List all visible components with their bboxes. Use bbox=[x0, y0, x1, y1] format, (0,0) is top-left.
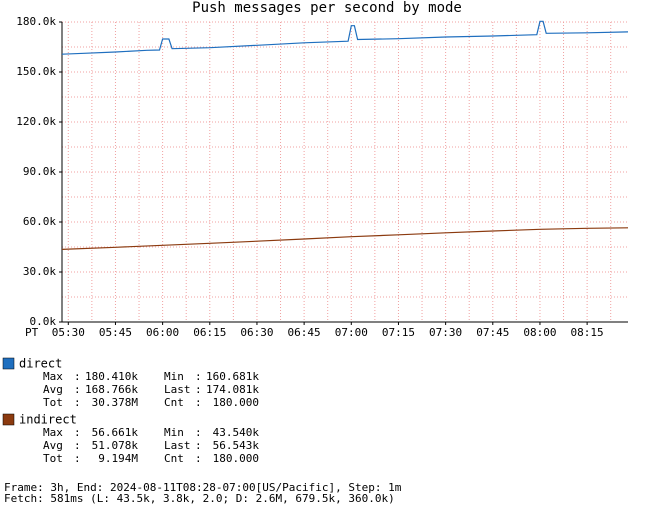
stat-label: Cnt bbox=[164, 452, 184, 465]
legend-swatch bbox=[2, 357, 15, 370]
stat-separator: : bbox=[74, 370, 81, 383]
stat-value: 168.766k bbox=[85, 383, 138, 396]
y-tick-label: 90.0k bbox=[23, 165, 56, 178]
stat-label: Max bbox=[43, 426, 63, 439]
legend-swatch bbox=[2, 413, 15, 426]
stat-value: 56.661k bbox=[92, 426, 139, 439]
stat-label: Last bbox=[164, 439, 191, 452]
x-tick-label: 08:15 bbox=[571, 326, 604, 339]
stat-value: 160.681k bbox=[206, 370, 259, 383]
x-tick-label: 06:00 bbox=[146, 326, 179, 339]
x-tick-label: 07:30 bbox=[429, 326, 462, 339]
series-line bbox=[61, 20, 629, 55]
stat-value: 9.194M bbox=[98, 452, 138, 465]
stat-separator: : bbox=[74, 426, 81, 439]
legend-label: indirect bbox=[19, 413, 77, 427]
stat-value: 174.081k bbox=[206, 383, 259, 396]
stat-value: 56.543k bbox=[213, 439, 260, 452]
stat-label: Avg bbox=[43, 383, 63, 396]
stat-separator: : bbox=[195, 452, 202, 465]
y-tick-label: 0.0k bbox=[30, 315, 57, 328]
x-tick-label: 05:30 bbox=[52, 326, 85, 339]
stat-label: Tot bbox=[43, 396, 63, 409]
x-tick-label: 05:45 bbox=[99, 326, 132, 339]
stat-label: Tot bbox=[43, 452, 63, 465]
stat-value: 51.078k bbox=[92, 439, 139, 452]
stat-label: Min bbox=[164, 370, 184, 383]
chart-title: Push messages per second by mode bbox=[192, 0, 462, 16]
x-tick-label: 06:30 bbox=[240, 326, 273, 339]
stat-value: 180.410k bbox=[85, 370, 138, 383]
y-tick-label: 60.0k bbox=[23, 215, 56, 228]
stat-value: 180.000 bbox=[213, 396, 259, 409]
stat-separator: : bbox=[74, 452, 81, 465]
stat-value: 30.378M bbox=[92, 396, 139, 409]
y-tick-label: 150.0k bbox=[16, 65, 56, 78]
stat-label: Cnt bbox=[164, 396, 184, 409]
stat-label: Max bbox=[43, 370, 63, 383]
x-tick-label: 06:45 bbox=[288, 326, 321, 339]
x-tick-label: 07:45 bbox=[476, 326, 509, 339]
stat-value: 180.000 bbox=[213, 452, 259, 465]
stat-separator: : bbox=[74, 396, 81, 409]
stat-separator: : bbox=[74, 383, 81, 396]
stat-separator: : bbox=[195, 426, 202, 439]
stat-label: Min bbox=[164, 426, 184, 439]
stat-separator: : bbox=[74, 439, 81, 452]
x-tick-label: 08:00 bbox=[523, 326, 556, 339]
footer-text: Fetch: 581ms (L: 43.5k, 3.8k, 2.0; D: 2.… bbox=[4, 492, 395, 505]
stat-label: Last bbox=[164, 383, 191, 396]
x-axis-label: PT bbox=[25, 326, 39, 339]
legend-label: direct bbox=[19, 357, 62, 371]
x-tick-label: 07:00 bbox=[335, 326, 368, 339]
stat-separator: : bbox=[195, 439, 202, 452]
stat-value: 43.540k bbox=[213, 426, 260, 439]
y-tick-label: 120.0k bbox=[16, 115, 56, 128]
series-line bbox=[61, 227, 629, 250]
x-tick-label: 06:15 bbox=[193, 326, 226, 339]
stat-separator: : bbox=[195, 383, 202, 396]
stat-label: Avg bbox=[43, 439, 63, 452]
y-tick-label: 180.0k bbox=[16, 15, 56, 28]
y-tick-label: 30.0k bbox=[23, 265, 56, 278]
x-tick-label: 07:15 bbox=[382, 326, 415, 339]
stat-separator: : bbox=[195, 370, 202, 383]
stat-separator: : bbox=[195, 396, 202, 409]
footer-text: Frame: 3h, End: 2024-08-11T08:28-07:00[U… bbox=[4, 481, 402, 494]
